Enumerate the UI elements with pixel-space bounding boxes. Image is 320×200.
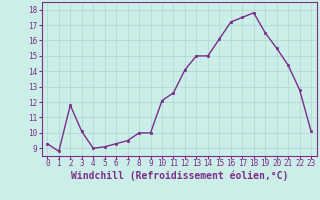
X-axis label: Windchill (Refroidissement éolien,°C): Windchill (Refroidissement éolien,°C) (70, 171, 288, 181)
